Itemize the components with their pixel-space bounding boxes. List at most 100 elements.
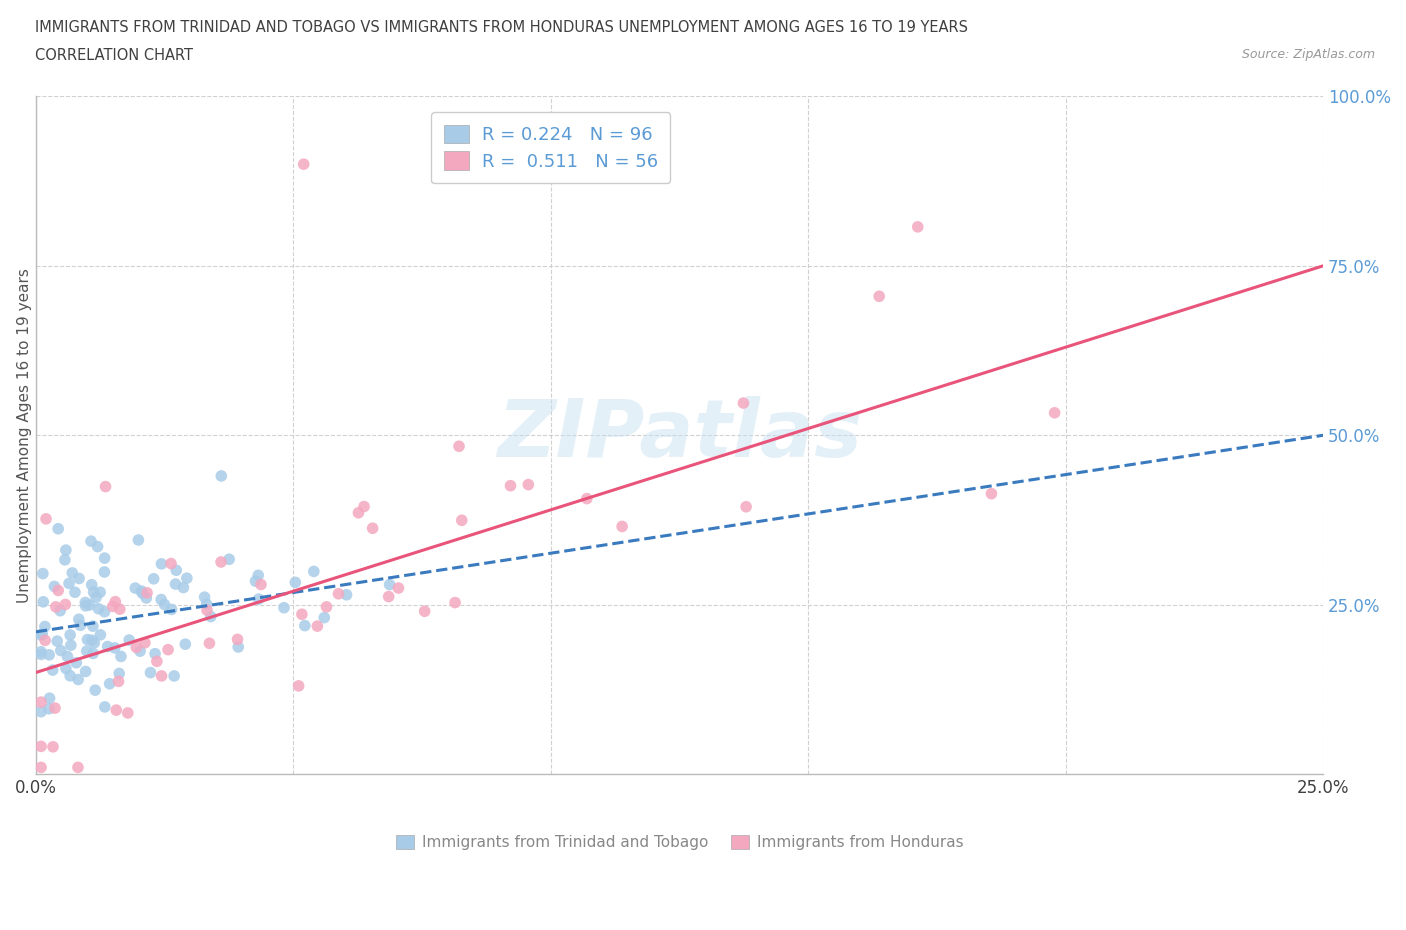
Point [83, 635, 105, 650]
Point [209, 554, 232, 569]
Point [135, 591, 157, 605]
Point [34, 633, 56, 648]
Point [107, 674, 129, 689]
Point [200, 609, 222, 624]
Point [49, 604, 72, 618]
Point [143, 646, 166, 661]
Point [247, 591, 270, 606]
Point [218, 551, 240, 566]
Point [75, 664, 97, 679]
Point [76, 644, 98, 658]
Point [30, 647, 52, 662]
Point [42, 739, 65, 754]
Point [65, 656, 87, 671]
Point [176, 571, 198, 586]
Point [93, 565, 115, 579]
Point [194, 590, 217, 604]
Point [87, 602, 110, 617]
Point [53, 552, 76, 567]
Point [30, 760, 52, 775]
Point [250, 577, 273, 591]
Point [79, 598, 101, 613]
Point [165, 577, 187, 591]
Point [735, 499, 758, 514]
Point [45, 600, 67, 615]
Point [198, 636, 221, 651]
Point [160, 602, 183, 617]
Point [75, 598, 97, 613]
Point [82, 618, 104, 633]
Point [413, 604, 436, 618]
Point [124, 580, 146, 595]
Point [129, 644, 152, 658]
Point [80, 578, 103, 592]
Point [172, 580, 194, 595]
Point [108, 666, 131, 681]
Point [150, 556, 173, 571]
Point [131, 586, 153, 601]
Point [125, 640, 148, 655]
Point [136, 585, 159, 600]
Point [610, 519, 633, 534]
Point [55, 597, 77, 612]
Point [59, 628, 82, 643]
Point [139, 665, 162, 680]
Point [104, 641, 127, 656]
Point [110, 649, 132, 664]
Point [38, 647, 60, 662]
Point [361, 521, 384, 536]
Point [209, 469, 232, 484]
Point [44, 579, 66, 594]
Point [30, 704, 52, 719]
Text: Source: ZipAtlas.com: Source: ZipAtlas.com [1241, 48, 1375, 61]
Point [347, 505, 370, 520]
Point [30, 739, 52, 754]
Point [315, 600, 337, 615]
Point [46, 633, 69, 648]
Point [575, 491, 598, 506]
Point [142, 571, 165, 586]
Y-axis label: Unemployment Among Ages 16 to 19 years: Unemployment Among Ages 16 to 19 years [17, 268, 32, 603]
Point [105, 703, 128, 718]
Point [55, 543, 77, 558]
Point [44, 700, 66, 715]
Point [517, 477, 540, 492]
Point [30, 695, 52, 710]
Point [284, 575, 307, 590]
Point [34, 619, 56, 634]
Point [160, 556, 183, 571]
Point [35, 512, 58, 526]
Point [80, 534, 103, 549]
Point [94, 699, 117, 714]
Point [59, 669, 82, 684]
Point [447, 439, 470, 454]
Point [93, 604, 115, 619]
Point [165, 563, 187, 578]
Point [150, 669, 173, 684]
Point [868, 289, 890, 304]
Point [104, 594, 127, 609]
Point [127, 533, 149, 548]
Point [69, 618, 91, 632]
Point [94, 479, 117, 494]
Point [82, 646, 104, 661]
Point [247, 568, 270, 583]
Point [353, 499, 375, 514]
Point [84, 683, 107, 698]
Point [66, 760, 89, 775]
Point [89, 628, 111, 643]
Point [174, 637, 197, 652]
Point [30, 628, 52, 643]
Point [38, 701, 60, 716]
Point [426, 123, 449, 138]
Point [38, 691, 60, 706]
Point [108, 602, 131, 617]
Point [292, 157, 315, 172]
Point [80, 632, 103, 647]
Point [450, 512, 472, 527]
Point [444, 595, 467, 610]
Point [287, 679, 309, 694]
Point [131, 583, 153, 598]
Point [328, 586, 350, 601]
Point [1043, 405, 1066, 420]
